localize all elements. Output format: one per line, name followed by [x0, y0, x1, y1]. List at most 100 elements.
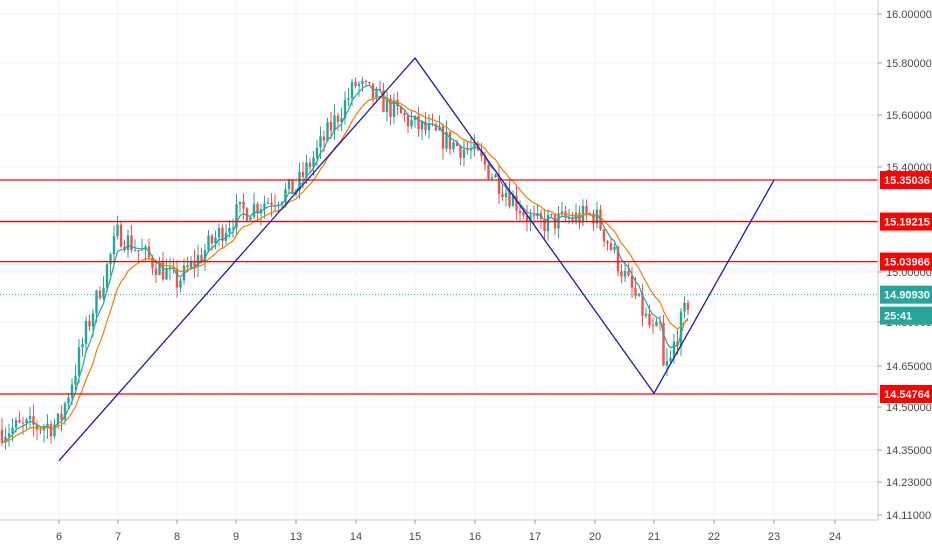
y-tick-label: 15.40000 [886, 162, 932, 174]
candle-body [375, 88, 378, 99]
level-price-tag-bg [880, 171, 932, 190]
candle-body [88, 320, 91, 327]
candle-body [217, 227, 221, 238]
x-axis[interactable]: 6 7 8 9 13 14 15 16 17 20 21 22 23 24 [56, 520, 841, 543]
candle-body [340, 118, 343, 122]
x-tick-label: 8 [174, 531, 180, 543]
candle-body [662, 322, 665, 366]
candle-body [189, 260, 193, 268]
candle-body [151, 257, 154, 269]
candle-body [571, 217, 574, 221]
x-tick-label: 17 [529, 531, 541, 543]
current-price-tag: 14.90930 [884, 290, 930, 302]
candle-body [357, 83, 361, 87]
candle-body [21, 422, 25, 424]
candle-body [4, 436, 7, 443]
candle-body [448, 131, 452, 150]
candle-body [616, 246, 620, 272]
candle-body [53, 424, 56, 437]
candle-body [238, 201, 242, 205]
candle-body [511, 195, 515, 207]
price-tags: 15.35036 15.19215 15.03966 14.54764 14.90930… [880, 171, 932, 403]
candle-body [462, 149, 466, 158]
candle-body [347, 98, 350, 100]
candle-body [343, 99, 347, 119]
candle-body [123, 246, 126, 250]
candle-body [319, 136, 322, 148]
candle-body [452, 142, 455, 150]
candle-body [186, 265, 189, 268]
candle-body [473, 142, 476, 150]
candle-body [315, 147, 319, 158]
candle-body [14, 420, 18, 428]
candle-body [231, 227, 235, 229]
candle-body [11, 427, 14, 434]
current-price-tag-bg [880, 285, 932, 304]
y-axis[interactable]: 16.0000015.8000015.6000015.4000015.00000… [878, 9, 932, 522]
candle-body [490, 177, 494, 179]
candle-body [154, 268, 158, 276]
level-price-tag-bg [880, 384, 932, 403]
candle-body [133, 249, 137, 251]
candle-body [291, 179, 294, 194]
candle-body [532, 215, 536, 217]
y-tick-label: 16.00000 [886, 9, 932, 21]
candle-body [308, 162, 312, 168]
candle-body [644, 313, 648, 316]
candle-body [329, 122, 333, 131]
candle-body [140, 249, 144, 251]
level-price-tag: 15.35036 [884, 175, 930, 187]
candle-body [445, 131, 448, 149]
pattern-drawing [58, 57, 775, 462]
candle-body [525, 215, 529, 222]
candle-body [364, 80, 368, 83]
x-tick-label: 22 [708, 531, 720, 543]
candle-body [382, 90, 385, 113]
candle-body [91, 313, 95, 327]
candle-body [441, 126, 445, 149]
candle-body [284, 189, 287, 202]
candle-body [557, 213, 560, 229]
candle-body [214, 237, 217, 244]
candle-body [28, 416, 32, 420]
level-lines [0, 179, 878, 395]
candle-body [200, 255, 203, 262]
candle-body [417, 115, 420, 130]
candle-body [651, 325, 655, 327]
candle-body [403, 113, 406, 116]
candle-body [371, 83, 375, 99]
candle-body [74, 375, 77, 385]
x-tick-label: 16 [469, 531, 481, 543]
candle-body [455, 142, 459, 146]
level-price-tag: 15.19215 [884, 217, 930, 229]
candle-body [179, 280, 182, 288]
candle-body [263, 203, 266, 210]
candle-body [70, 384, 74, 398]
candle-body [634, 287, 637, 296]
candle-body [550, 214, 553, 216]
candle-body [459, 145, 462, 158]
candle-body [469, 149, 473, 151]
candle-body [256, 203, 259, 214]
x-tick-label: 9 [233, 531, 239, 543]
candle-body [413, 115, 417, 120]
candle-body [165, 269, 168, 280]
candle-body [602, 229, 606, 242]
candle-body [546, 215, 550, 232]
candle-body [210, 235, 214, 244]
y-tick-label: 14.50000 [886, 402, 932, 414]
x-tick-label: 13 [290, 531, 302, 543]
candle-body [655, 321, 658, 327]
grid [0, 0, 878, 520]
candle-body [175, 268, 179, 288]
candle-body [207, 235, 210, 251]
candle-body [95, 290, 98, 314]
candle-body [620, 271, 623, 277]
candle-body [42, 427, 46, 431]
candle-body [161, 262, 165, 280]
candle-body [25, 419, 28, 423]
candle-body [305, 162, 308, 178]
candle-body [326, 122, 329, 141]
candle-body [0, 429, 4, 443]
